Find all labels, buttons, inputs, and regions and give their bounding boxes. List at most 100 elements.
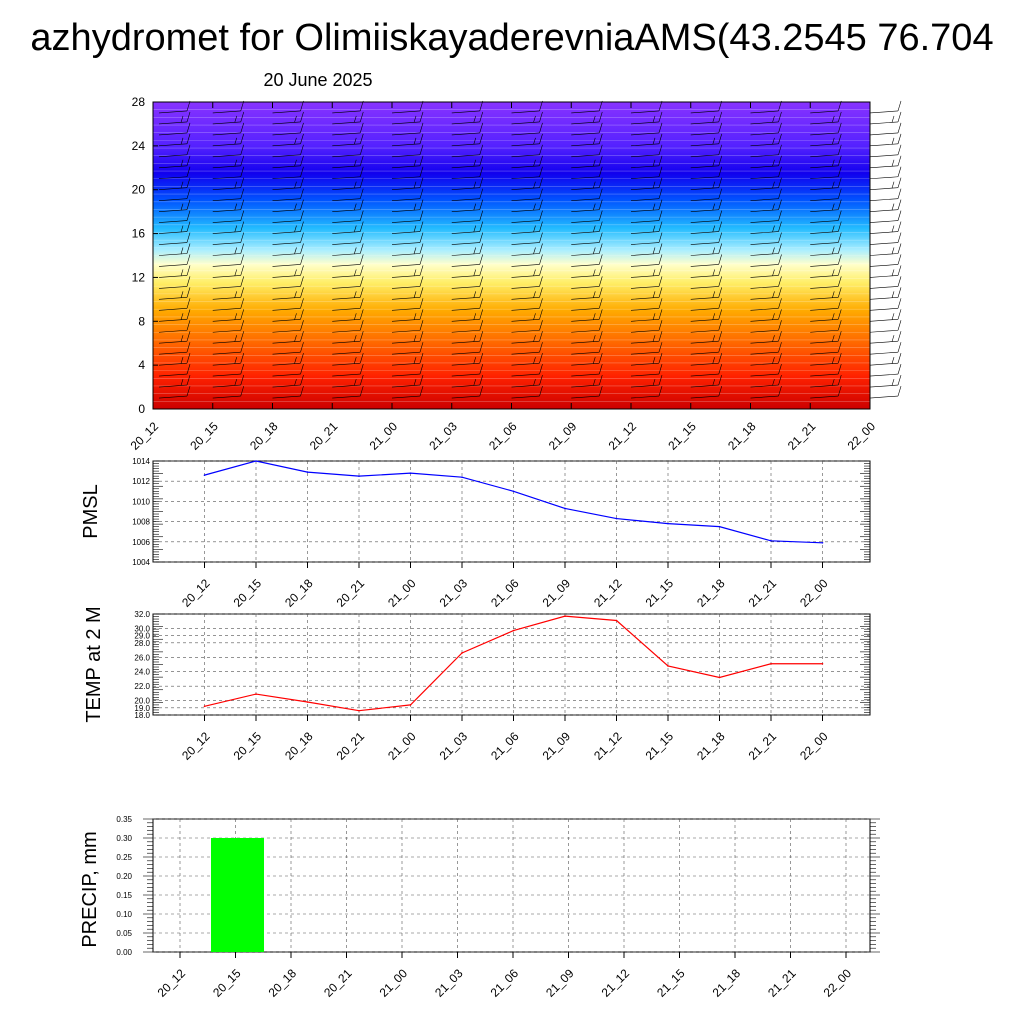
y-tick-label: 32.0 bbox=[134, 610, 150, 619]
wind-barb bbox=[332, 144, 364, 158]
wind-barb bbox=[810, 232, 842, 245]
wind-barb bbox=[690, 155, 723, 169]
wind-barb bbox=[630, 243, 663, 256]
data-point bbox=[512, 629, 515, 632]
wind-barb bbox=[158, 298, 191, 311]
wind-barb bbox=[869, 243, 902, 256]
wind-barb bbox=[332, 254, 364, 267]
wind-barb bbox=[810, 265, 842, 278]
wind-barb bbox=[158, 254, 191, 267]
wind-barb bbox=[571, 298, 603, 311]
wind-barb bbox=[158, 111, 191, 125]
wind-barb bbox=[690, 342, 723, 355]
wind-barb bbox=[511, 320, 543, 333]
wind-barb bbox=[332, 364, 364, 377]
wind-barb bbox=[869, 133, 902, 147]
x-tick-label: 20_12 bbox=[155, 966, 189, 1000]
x-tick-label: 21_15 bbox=[665, 419, 699, 453]
x-tick-label: 22_00 bbox=[797, 576, 831, 610]
x-tick-label: 21_15 bbox=[643, 576, 677, 610]
x-tick-label: 20_21 bbox=[334, 729, 368, 763]
wind-barb bbox=[869, 287, 902, 300]
wind-barb bbox=[690, 133, 723, 147]
wind-barb bbox=[451, 111, 484, 125]
wind-barb bbox=[391, 265, 424, 278]
wind-barb bbox=[212, 232, 245, 245]
wind-barb bbox=[690, 331, 723, 344]
wind-barb bbox=[571, 385, 603, 399]
wind-barb bbox=[571, 374, 603, 388]
x-tick-label: 21_09 bbox=[546, 419, 580, 453]
wind-barb bbox=[272, 166, 304, 180]
wind-barb bbox=[869, 374, 902, 388]
wind-barb bbox=[750, 232, 782, 245]
wind-barb bbox=[630, 188, 663, 201]
wind-barb bbox=[272, 111, 304, 125]
wind-barb bbox=[810, 364, 842, 377]
wind-barb bbox=[630, 199, 663, 212]
wind-barb bbox=[571, 353, 603, 366]
wind-barb bbox=[869, 331, 902, 344]
wind-barb bbox=[571, 276, 603, 289]
wind-barb bbox=[750, 298, 782, 311]
temp-panel: 20_12 20_15 20_18 20_21 21_00 21_03 21_06 21_09… bbox=[83, 606, 871, 763]
wind-barb bbox=[750, 342, 782, 355]
x-tick-label: 21_15 bbox=[654, 966, 688, 1000]
wind-barb bbox=[869, 122, 902, 136]
wind-barb bbox=[391, 298, 424, 311]
wind-barb bbox=[810, 385, 842, 399]
wind-barb bbox=[212, 385, 245, 399]
data-point bbox=[358, 709, 360, 712]
x-tick-label: 21_00 bbox=[377, 966, 411, 1000]
wind-barb bbox=[158, 100, 191, 114]
wind-barb bbox=[451, 342, 484, 355]
wind-barb bbox=[332, 374, 364, 388]
wind-barb bbox=[272, 221, 304, 234]
wind-barb bbox=[511, 298, 543, 311]
wind-barb bbox=[869, 199, 902, 212]
x-tick-label: 21_03 bbox=[432, 966, 466, 1000]
wind-barb bbox=[158, 155, 191, 169]
y-axis-title: PMSL bbox=[80, 484, 102, 538]
wind-barb bbox=[332, 353, 364, 366]
wind-barb bbox=[272, 331, 304, 344]
wind-barb bbox=[810, 155, 842, 169]
wind-barb bbox=[332, 100, 364, 114]
plot-frame bbox=[152, 460, 871, 563]
wind-barb bbox=[690, 254, 723, 267]
pmsl-panel: 20_12 20_15 20_18 20_21 21_00 21_03 21_06 21_09… bbox=[80, 457, 871, 610]
y-tick-label: 0.10 bbox=[116, 910, 132, 919]
wind-barb bbox=[750, 100, 782, 114]
wind-barb bbox=[212, 374, 245, 388]
wind-barb bbox=[690, 144, 723, 158]
wind-barb bbox=[391, 287, 424, 300]
wind-barb bbox=[391, 374, 424, 388]
wind-barb bbox=[158, 320, 191, 333]
wind-barb bbox=[451, 122, 484, 136]
wind-barb bbox=[158, 287, 191, 300]
wind-barb bbox=[869, 364, 902, 377]
x-tick-label: 22_00 bbox=[845, 419, 879, 453]
x-tick-label: 21_00 bbox=[367, 419, 401, 453]
y-tick-label: 22.0 bbox=[134, 682, 150, 691]
wind-barb bbox=[212, 243, 245, 256]
wind-barb bbox=[332, 199, 364, 212]
wind-barb bbox=[810, 166, 842, 180]
wind-barb bbox=[158, 276, 191, 289]
wind-barb bbox=[212, 111, 245, 125]
data-point bbox=[667, 522, 669, 525]
x-tick-label: 21_09 bbox=[540, 576, 574, 610]
wind-barb bbox=[391, 111, 424, 125]
wind-barb bbox=[212, 155, 245, 169]
y-tick-label: 1012 bbox=[132, 477, 150, 486]
wind-barb bbox=[630, 298, 663, 311]
wind-barb bbox=[511, 309, 543, 322]
wind-barb bbox=[630, 265, 663, 278]
y-tick-label: 8 bbox=[138, 314, 145, 328]
y-tick-label: 18.0 bbox=[134, 711, 150, 720]
y-tick-label: 28 bbox=[132, 95, 146, 109]
wind-barb bbox=[391, 199, 424, 212]
wind-barb bbox=[391, 353, 424, 366]
wind-barb bbox=[272, 353, 304, 366]
wind-barb bbox=[391, 133, 424, 147]
